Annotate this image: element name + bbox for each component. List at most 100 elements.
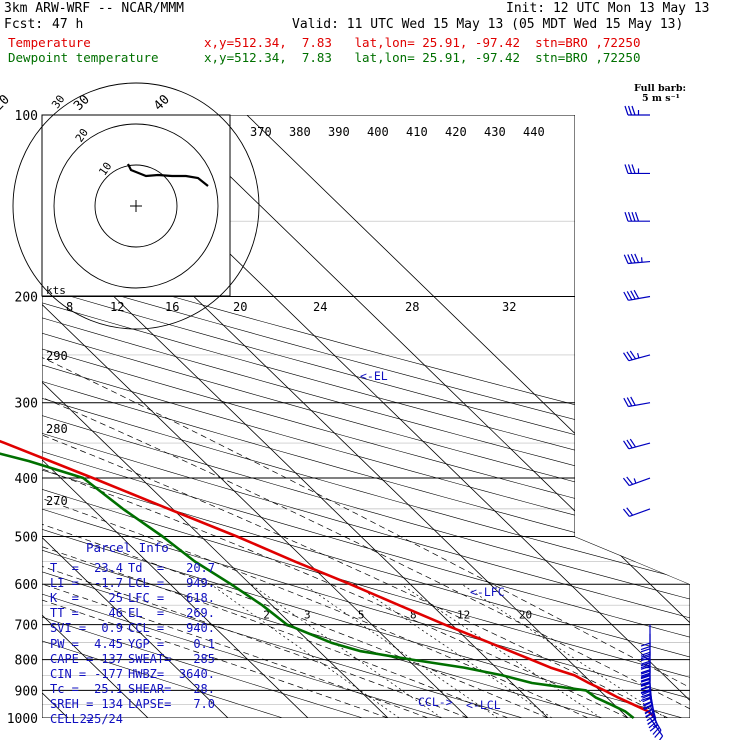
wind-barb-feather-175: [630, 253, 636, 264]
wind-barb-feather-725: [640, 651, 651, 656]
forecast-label: Fcst:: [4, 17, 44, 32]
dry-adiabat-420: [42, 115, 690, 718]
parcel-cell-4-2: CCL =: [128, 621, 165, 636]
wind-barb-feather-125: [631, 164, 636, 174]
parcel-cell-6-0: CAPE =: [50, 651, 94, 666]
mixing-ratio-label-20: 20: [519, 609, 532, 622]
parcel-cell-1-2: LCL =: [128, 576, 165, 591]
wind-barb-feather-450: [622, 508, 630, 517]
wind-barb-feather-200: [630, 290, 636, 300]
wind-barb-feather-700: [640, 642, 651, 647]
parcel-cell-9-0: SREH =: [50, 696, 94, 711]
parcel-cell-3-1: 46: [108, 606, 123, 621]
parcel-cell-1-1: -1.7: [94, 576, 123, 591]
dry-adiabat-280: [42, 115, 568, 718]
wind-barb-shaft-175: [628, 260, 651, 265]
parcel-cell-2-0: K =: [50, 591, 79, 606]
wind-barb-feather-300: [630, 396, 636, 406]
dry-adiabat-label-270: 270: [46, 494, 68, 508]
wind-barb-feather-900: [645, 711, 655, 718]
parcel-markers: <-EL <-LFC <-LCL CCL->: [360, 369, 505, 712]
parcel-cell-6-1: 137: [101, 651, 123, 666]
parcel-cell-2-3: 618.: [186, 591, 215, 606]
wind-barb-300: [623, 396, 651, 408]
isotherm--60: [0, 87, 1, 730]
hodograph-unit-label: kts: [46, 284, 66, 297]
isobar-label-700: 700: [15, 619, 38, 634]
wind-barb-feather-800: [640, 677, 651, 682]
wind-barb-feather-150: [634, 211, 640, 222]
barb-legend: Full barb: 5 m s⁻¹: [634, 84, 686, 104]
parcel-cell-8-3: 28.: [193, 681, 215, 696]
wind-barb-feather-950: [649, 724, 658, 732]
wind-barb-feather-850: [640, 693, 651, 698]
wind-barb-feather-975: [654, 730, 662, 738]
parcel-info-title: Parcel Info: [86, 540, 169, 555]
parcel-cell-6-2: SWEAT=: [128, 651, 172, 666]
parcel-cell-7-1: -177: [94, 666, 123, 681]
speed-scale-label-32: 32: [502, 300, 516, 314]
mixing-ratio-12: [400, 583, 602, 718]
wind-barb-feather-925: [646, 714, 656, 722]
wind-barb-shaft-450: [629, 508, 651, 517]
parcel-cell-8-1: 25.1: [94, 681, 123, 696]
barb-legend-title: Full barb:: [634, 83, 686, 94]
wind-barb-feather-800: [640, 680, 651, 686]
legend-temperature-name: Temperature: [8, 35, 91, 50]
wind-barb-feather-950: [648, 721, 657, 729]
isobar-label-200: 200: [15, 291, 38, 306]
isobar-label-800: 800: [15, 654, 38, 669]
barb-legend-unit: 5 m s⁻¹: [642, 93, 680, 104]
dry-adiabat-250: [42, 115, 325, 718]
parcel-cell-10-0: CELL =: [50, 712, 94, 726]
parcel-cell-5-2: YGP =: [128, 636, 165, 651]
wind-barb-shaft-250: [628, 354, 651, 362]
parcel-cell-10-1: 225/24: [79, 712, 123, 726]
isotherm-40: [138, 115, 690, 718]
wind-barb-feather-125: [627, 164, 633, 174]
wind-barb-shaft-300: [628, 402, 651, 408]
wind-barb-feather-775: [640, 665, 651, 670]
speed-scale-label-20: 20: [233, 300, 247, 314]
wind-barb-feather-250: [623, 352, 630, 361]
mixing-ratio-label-12: 12: [457, 609, 470, 622]
init-time: Init: 12 UTC Mon 13 May 13: [506, 1, 710, 16]
speed-scale-label-24: 24: [313, 300, 327, 314]
wind-barb-feather-100: [627, 105, 633, 116]
isotherm-label-40: 40: [151, 92, 173, 114]
parcel-cell-7-0: CIN =: [50, 666, 87, 681]
wind-barb-feather-100: [624, 105, 629, 116]
dry-adiabat-400: [42, 115, 690, 718]
wind-barb-feather-775: [640, 669, 651, 674]
wind-barb-feather-300: [623, 397, 629, 407]
wind-barb-feather-350: [626, 439, 633, 449]
dewpoint-profile: [0, 452, 635, 720]
model-title: 3km ARW-WRF -- NCAR/MMM: [4, 1, 185, 16]
parcel-cell-5-1: 4.45: [94, 636, 123, 651]
parcel-cell-0-2: Td =: [128, 561, 165, 575]
dry-adiabat-320: [42, 115, 690, 718]
wind-barb-feather-250: [629, 350, 637, 360]
wind-barb-feather-150: [624, 211, 629, 222]
isobar-label-600: 600: [15, 578, 38, 593]
parcel-cell-9-2: LAPSE=: [128, 696, 172, 711]
parcel-cell-5-0: PW =: [50, 636, 79, 651]
marker-lfc: <-LFC: [470, 585, 505, 599]
wind-barb-feather-800: [640, 670, 651, 675]
isotherm--40: [42, 115, 162, 718]
wind-barb-feather-900: [643, 704, 653, 711]
wind-barb-250: [623, 350, 651, 362]
isobar-label-100: 100: [15, 109, 38, 124]
wind-barb-feather-725: [640, 648, 651, 653]
wind-barbs: [622, 105, 664, 740]
wind-barb-feather-825: [640, 689, 651, 694]
moist-adiabat-15: [42, 296, 589, 718]
moist-adiabat-30: [42, 296, 690, 718]
speed-scale-label-12: 12: [110, 300, 124, 314]
speed-scale-label-16: 16: [165, 300, 179, 314]
wind-barb-150: [624, 211, 650, 222]
moist-adiabat--5: [42, 296, 429, 718]
wind-barb-feather-250: [626, 351, 633, 361]
moist-adiabat-5: [42, 296, 509, 718]
wind-barb-feather-150: [631, 211, 636, 222]
